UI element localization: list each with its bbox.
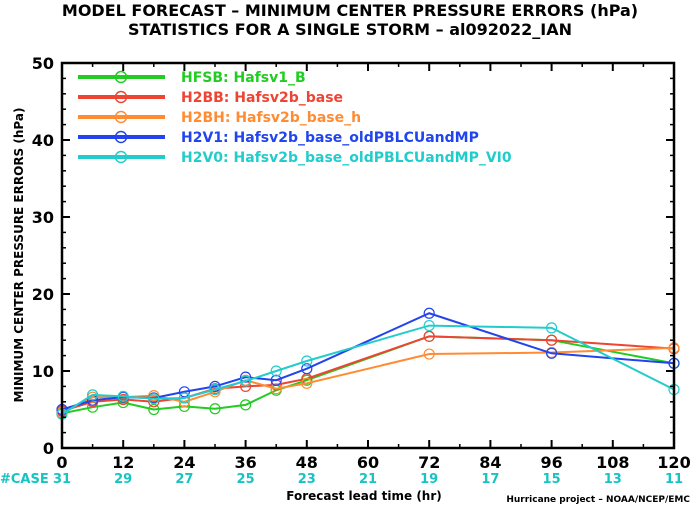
case-count: 19 <box>420 472 438 487</box>
data-point <box>301 377 313 389</box>
data-point <box>117 390 129 403</box>
case-count: 25 <box>237 472 255 487</box>
chart-title: MODEL FORECAST – MINIMUM CENTER PRESSURE… <box>62 1 638 20</box>
case-count: 11 <box>665 472 683 487</box>
x-tick-label: 96 <box>540 453 562 472</box>
data-point <box>178 392 190 404</box>
data-point <box>423 307 435 319</box>
data-point <box>148 393 160 405</box>
data-point <box>270 374 282 386</box>
data-point <box>209 383 221 396</box>
legend: HFSB: Hafsv1_B H2BB: Hafsv2b_base H2BH: Ha… <box>78 70 512 166</box>
y-tick-label: 40 <box>32 131 54 150</box>
chart-subtitle: STATISTICS FOR A SINGLE STORM – al092022… <box>128 20 572 39</box>
legend-marker <box>114 150 128 164</box>
legend-label: H2V0: Hafsv2b_base_oldPBLCUandMP_VI0 <box>181 150 512 166</box>
x-tick-label: 84 <box>479 453 501 472</box>
legend-marker <box>114 70 128 84</box>
data-point <box>240 375 252 387</box>
y-tick-label: 30 <box>32 208 54 227</box>
data-point <box>86 389 99 401</box>
case-count: 17 <box>481 472 499 487</box>
data-point <box>148 403 160 416</box>
x-tick-label: 36 <box>234 453 256 472</box>
data-point <box>270 383 282 395</box>
credit-text: Hurricane project – NOAA/NCEP/EMC <box>506 495 690 505</box>
data-point <box>209 380 221 392</box>
legend-label: H2V1: Hafsv2b_base_oldPBLCUandMP <box>181 130 479 146</box>
x-tick-label: 48 <box>296 453 318 472</box>
case-count: 23 <box>298 472 316 487</box>
y-tick-label: 50 <box>32 54 54 73</box>
legend-marker <box>114 130 128 144</box>
data-point <box>209 403 221 415</box>
case-label: #CASE <box>0 472 49 487</box>
data-point <box>178 386 190 398</box>
data-point <box>270 365 282 377</box>
data-point <box>423 348 435 360</box>
y-axis-label: MINIMUM CENTER PRESSURE ERRORS (hPa) <box>12 108 26 403</box>
x-tick-label: 0 <box>56 453 67 472</box>
x-tick-label: 24 <box>173 453 195 472</box>
case-count: 29 <box>114 472 132 487</box>
series-line-h2bb <box>61 335 675 412</box>
legend-label: HFSB: Hafsv1_B <box>181 70 306 86</box>
legend-label: H2BB: Hafsv2b_base <box>181 90 343 106</box>
x-tick-label: 108 <box>596 453 629 472</box>
data-point <box>423 319 435 332</box>
data-point <box>423 330 435 342</box>
x-tick-label: 12 <box>112 453 134 472</box>
case-count: 27 <box>175 472 193 487</box>
data-point <box>545 322 558 334</box>
case-count: 31 <box>53 472 71 487</box>
y-tick-label: 10 <box>32 362 54 381</box>
x-tick-label: 120 <box>657 453 690 472</box>
x-tick-label: 60 <box>357 453 379 472</box>
data-point <box>148 396 160 408</box>
data-point <box>301 363 313 375</box>
legend-label: H2BH: Hafsv2b_base_h <box>181 110 361 126</box>
data-point <box>301 355 313 367</box>
y-tick-label: 0 <box>43 439 54 458</box>
data-point <box>240 371 252 383</box>
y-tick-label: 20 <box>32 285 54 304</box>
data-point <box>545 334 558 346</box>
data-point <box>545 347 558 359</box>
x-axis-label: Forecast lead time (hr) <box>286 489 442 503</box>
plot-area: 0102030405003112292427362548236021721984… <box>32 54 691 487</box>
case-count: 15 <box>543 472 561 487</box>
legend-marker <box>114 90 128 104</box>
x-tick-label: 72 <box>418 453 440 472</box>
case-count: 21 <box>359 472 377 487</box>
data-point <box>240 399 252 411</box>
case-count: 13 <box>604 472 622 487</box>
legend-marker <box>114 110 128 124</box>
